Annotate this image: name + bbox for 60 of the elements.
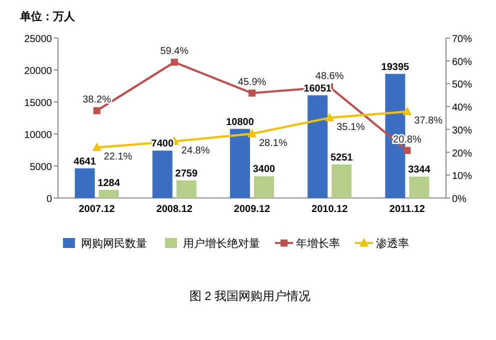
bar	[308, 95, 328, 198]
data-label: 38.2%	[82, 94, 112, 106]
y-tick-label: 20000	[24, 66, 52, 77]
point	[402, 106, 412, 116]
x-tick-label: 2010.12	[312, 204, 348, 215]
data-label: 59.4%	[160, 46, 189, 58]
legend-label: 年增长率	[296, 237, 340, 250]
y2-tick-label: 20%	[452, 148, 472, 160]
bar	[409, 176, 430, 198]
data-label: 3400	[252, 164, 276, 176]
y2-tick-label: 40%	[452, 102, 472, 114]
y-tick-label: 5000	[30, 162, 52, 173]
point	[92, 142, 102, 151]
y2-tick-label: 10%	[452, 171, 472, 182]
text: 单位：万人	[19, 10, 76, 23]
point	[170, 58, 178, 66]
caption: 图 2 我国网购用户情况	[189, 289, 311, 303]
data-label: 2759	[175, 168, 198, 180]
data-label: 16051	[304, 83, 332, 94]
legend-label: 用户增长绝对量	[183, 237, 260, 250]
bar	[254, 176, 274, 198]
bar	[230, 128, 250, 198]
bar	[74, 168, 95, 198]
legend-label: 渗透率	[376, 237, 409, 250]
data-label: 19395	[381, 62, 410, 73]
data-label: 37.8%	[414, 116, 443, 127]
x-tick-label: 2008.12	[156, 204, 193, 215]
y2-tick-label: 70%	[452, 34, 472, 45]
bar	[98, 190, 119, 198]
bar	[176, 180, 196, 198]
y-tick-label: 15000	[24, 98, 52, 109]
y-tick-label: 25000	[24, 34, 52, 45]
data-label: 45.9%	[238, 77, 266, 88]
point	[248, 128, 256, 138]
point	[404, 146, 411, 154]
data-label: 24.8%	[181, 145, 210, 156]
data-label: 35.1%	[336, 122, 366, 133]
legend-label: 网购网民数量	[81, 238, 147, 250]
y2-tick-label: 60%	[452, 56, 472, 68]
y2-tick-label: 0%	[452, 194, 467, 205]
bar	[332, 164, 352, 198]
y2-tick-label: 30%	[452, 125, 472, 136]
bar	[152, 150, 172, 198]
data-label: 1284	[98, 178, 120, 189]
data-label: 3344	[408, 164, 431, 176]
x-tick-label: 2011.12	[389, 204, 426, 215]
data-label: 28.1%	[259, 138, 288, 149]
data-label: 5251	[330, 152, 354, 164]
data-label: 22.1%	[104, 151, 132, 162]
y2-tick-label: 50%	[452, 80, 472, 91]
y-tick-label: 0	[46, 194, 52, 205]
point	[248, 90, 256, 97]
point	[93, 107, 100, 114]
y-tick-label: 10000	[24, 130, 52, 141]
x-tick-label: 2007.12	[78, 204, 116, 215]
data-label: 48.6%	[315, 70, 344, 82]
data-label: 4641	[74, 156, 96, 168]
x-tick-label: 2009.12	[234, 204, 271, 215]
point	[325, 112, 334, 122]
data-label: 10800	[226, 116, 254, 128]
